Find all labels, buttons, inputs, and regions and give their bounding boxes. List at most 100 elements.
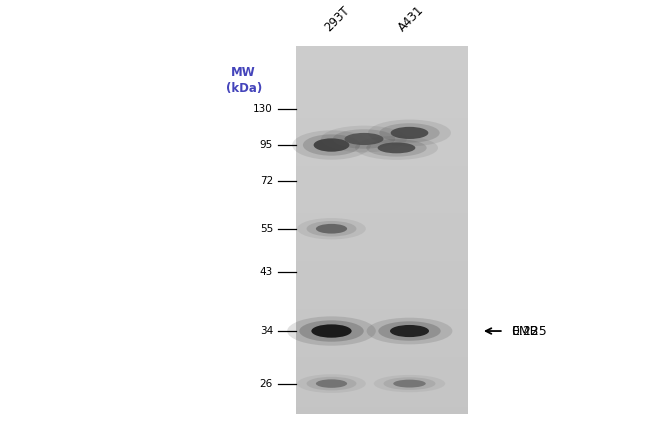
Bar	[296, 81, 468, 83]
Bar	[296, 178, 468, 180]
Ellipse shape	[316, 379, 347, 388]
Bar	[296, 366, 468, 368]
Bar	[296, 265, 468, 267]
Bar	[296, 292, 468, 294]
Ellipse shape	[368, 119, 451, 146]
Bar	[296, 198, 468, 200]
Bar	[296, 169, 468, 171]
Bar	[296, 82, 468, 84]
Bar	[296, 226, 468, 228]
Bar	[296, 257, 468, 260]
Bar	[296, 393, 468, 395]
Bar	[296, 116, 468, 118]
Bar	[296, 59, 468, 61]
Bar	[296, 103, 468, 105]
Bar	[296, 174, 468, 176]
Bar	[296, 303, 468, 306]
Bar	[296, 357, 468, 359]
Bar	[296, 128, 468, 130]
Bar	[296, 235, 468, 237]
Bar	[296, 108, 468, 111]
Bar	[296, 241, 468, 243]
Text: 26: 26	[260, 379, 273, 389]
Bar	[296, 290, 468, 292]
Bar	[296, 202, 468, 204]
Bar	[296, 138, 468, 140]
Text: EMB: EMB	[512, 325, 539, 338]
Bar	[296, 340, 468, 342]
Text: 130: 130	[254, 104, 273, 114]
Bar	[296, 318, 468, 320]
Bar	[296, 285, 468, 287]
Bar	[296, 262, 468, 265]
Ellipse shape	[321, 126, 407, 152]
Bar	[296, 104, 468, 107]
Bar	[296, 106, 468, 108]
Bar	[296, 390, 468, 392]
Ellipse shape	[393, 380, 426, 387]
Bar	[296, 320, 468, 322]
Bar	[296, 323, 468, 326]
Bar	[296, 124, 468, 127]
Bar	[296, 158, 468, 160]
Bar	[296, 222, 468, 225]
Bar	[296, 274, 468, 276]
Bar	[296, 165, 468, 168]
Bar	[296, 130, 468, 133]
Bar	[296, 351, 468, 353]
Bar	[296, 152, 468, 154]
Bar	[296, 336, 468, 338]
Bar	[296, 384, 468, 386]
Bar	[296, 213, 468, 215]
Bar	[296, 248, 468, 250]
Bar	[296, 233, 468, 235]
Bar	[296, 371, 468, 373]
Ellipse shape	[378, 321, 441, 341]
Bar	[296, 57, 468, 59]
Bar	[296, 215, 468, 217]
Bar	[296, 334, 468, 337]
Bar	[296, 86, 468, 88]
Ellipse shape	[344, 133, 383, 145]
Bar	[296, 123, 468, 125]
Bar	[296, 99, 468, 101]
Bar	[296, 279, 468, 281]
Ellipse shape	[287, 316, 376, 346]
Bar	[296, 228, 468, 230]
Bar	[296, 388, 468, 390]
Bar	[296, 73, 468, 76]
Ellipse shape	[311, 325, 352, 338]
Bar	[296, 344, 468, 346]
Bar	[296, 193, 468, 195]
Bar	[296, 70, 468, 72]
Bar	[296, 162, 468, 164]
Ellipse shape	[380, 123, 439, 143]
Bar	[296, 136, 468, 138]
Bar	[296, 97, 468, 99]
Bar	[296, 110, 468, 112]
Bar	[296, 71, 468, 73]
Bar	[296, 270, 468, 272]
Bar	[296, 369, 468, 372]
Bar	[296, 49, 468, 51]
Bar	[296, 377, 468, 379]
Bar	[296, 187, 468, 189]
Bar	[296, 64, 468, 66]
Bar	[296, 346, 468, 348]
Ellipse shape	[313, 138, 350, 151]
Bar	[296, 127, 468, 129]
Bar	[296, 154, 468, 157]
Bar	[296, 373, 468, 375]
Bar	[296, 167, 468, 169]
Bar	[296, 75, 468, 77]
Bar	[296, 143, 468, 145]
Ellipse shape	[316, 224, 347, 234]
Ellipse shape	[390, 325, 429, 337]
Bar	[296, 300, 468, 302]
Bar	[296, 191, 468, 193]
Bar	[296, 254, 468, 256]
Text: 72: 72	[260, 176, 273, 187]
Bar	[296, 211, 468, 214]
Bar	[296, 88, 468, 90]
Bar	[296, 156, 468, 158]
